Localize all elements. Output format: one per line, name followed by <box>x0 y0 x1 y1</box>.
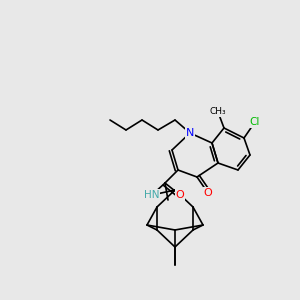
Text: CH₃: CH₃ <box>210 107 226 116</box>
Text: N: N <box>186 128 194 138</box>
Text: HN: HN <box>144 190 160 200</box>
Text: Cl: Cl <box>250 117 260 127</box>
Text: O: O <box>176 190 184 200</box>
Text: O: O <box>204 188 212 198</box>
